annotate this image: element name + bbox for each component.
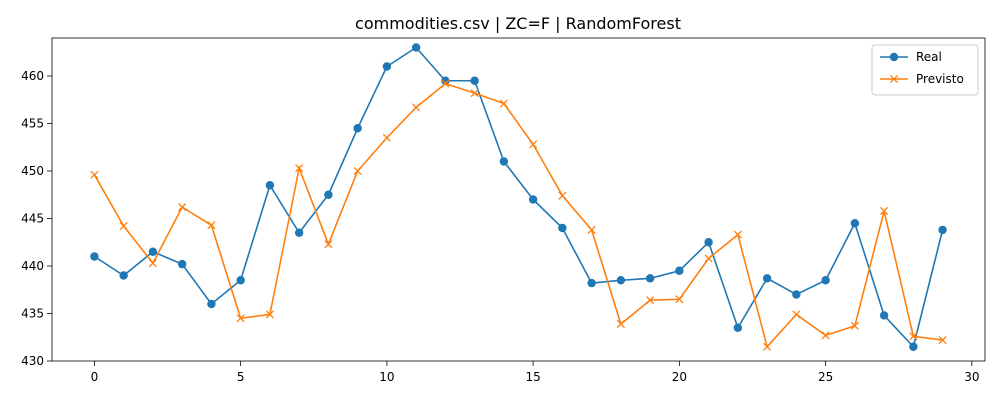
x-tick-label: 15: [525, 370, 540, 384]
data-point: [294, 228, 304, 237]
data-point: [324, 240, 333, 249]
x-tick-label: 25: [818, 370, 833, 384]
data-point: [821, 276, 830, 285]
data-point: [529, 140, 538, 149]
data-point: [558, 191, 567, 200]
data-point: [587, 278, 596, 288]
data-point: [236, 276, 245, 285]
data-point: [265, 181, 275, 190]
data-point: [938, 225, 947, 235]
legend-marker: [889, 74, 899, 84]
legend-marker: [889, 52, 899, 62]
data-point: [762, 274, 772, 283]
y-tick-label: 450: [21, 164, 44, 178]
data-point: [645, 274, 655, 283]
legend-label: Real: [916, 50, 942, 64]
data-point: [90, 252, 99, 261]
x-tick-label: 0: [91, 370, 99, 384]
data-point: [909, 342, 918, 351]
data-point: [119, 222, 128, 231]
data-point: [353, 124, 362, 133]
x-axis: 0 5 10 15 20 25 30: [91, 361, 979, 384]
data-point: [733, 230, 742, 239]
data-point: [265, 310, 274, 319]
data-point: [499, 157, 509, 166]
data-point: [704, 238, 713, 247]
data-point: [587, 225, 596, 234]
series-previsto: [90, 79, 947, 351]
data-point: [675, 295, 684, 304]
data-point: [558, 223, 567, 233]
data-point: [763, 342, 772, 351]
data-point: [382, 133, 391, 142]
data-point: [850, 219, 860, 228]
data-point: [177, 259, 187, 269]
series-line: [93, 82, 943, 349]
data-point: [324, 190, 333, 199]
data-point: [528, 195, 538, 204]
data-point: [207, 299, 216, 309]
y-tick-label: 440: [21, 259, 44, 273]
data-point: [470, 76, 479, 85]
data-point: [236, 314, 245, 323]
plot-area: [51, 37, 986, 362]
data-point: [938, 336, 947, 345]
data-point: [207, 221, 216, 230]
data-point: [880, 206, 889, 215]
data-point: [850, 321, 859, 330]
x-tick-label: 5: [237, 370, 245, 384]
data-point: [470, 89, 479, 98]
data-point: [821, 331, 830, 340]
x-tick-label: 20: [672, 370, 687, 384]
data-point: [90, 170, 99, 179]
data-point: [178, 203, 187, 212]
y-tick-label: 460: [21, 69, 44, 83]
y-tick-label: 455: [21, 117, 44, 131]
data-point: [441, 76, 450, 85]
data-point: [499, 99, 508, 108]
data-point: [295, 164, 304, 173]
data-point: [675, 266, 684, 275]
legend-entry-real: Real: [880, 50, 942, 64]
data-point: [616, 319, 625, 329]
data-point: [353, 166, 362, 176]
legend: Real Previsto: [871, 44, 979, 96]
data-point: [148, 247, 158, 256]
data-point: [879, 311, 889, 320]
x-tick-label: 10: [379, 370, 394, 384]
data-point: [148, 259, 157, 268]
chart-title: commodities.csv | ZC=F | RandomForest: [355, 14, 681, 33]
y-tick-label: 430: [21, 354, 44, 368]
data-point: [733, 323, 743, 332]
data-point: [119, 271, 128, 280]
legend-label: Previsto: [916, 72, 964, 86]
y-axis: 430 435 440 445 450 455 460: [21, 69, 52, 368]
plot-frame: [51, 37, 986, 362]
data-point: [646, 296, 655, 305]
x-tick-label: 30: [964, 370, 979, 384]
series-layer: [90, 43, 947, 351]
data-point: [792, 310, 801, 319]
y-tick-label: 445: [21, 212, 44, 226]
data-point: [412, 103, 421, 112]
data-point: [411, 43, 421, 52]
data-point: [616, 276, 626, 285]
y-tick-label: 435: [21, 307, 44, 321]
data-point: [909, 332, 918, 341]
series-line: [93, 46, 944, 349]
series-real: [90, 43, 947, 351]
data-point: [704, 254, 713, 263]
data-point: [382, 62, 392, 71]
data-point: [441, 79, 450, 88]
legend-entry-previsto: Previsto: [880, 72, 964, 86]
data-point: [792, 290, 801, 299]
